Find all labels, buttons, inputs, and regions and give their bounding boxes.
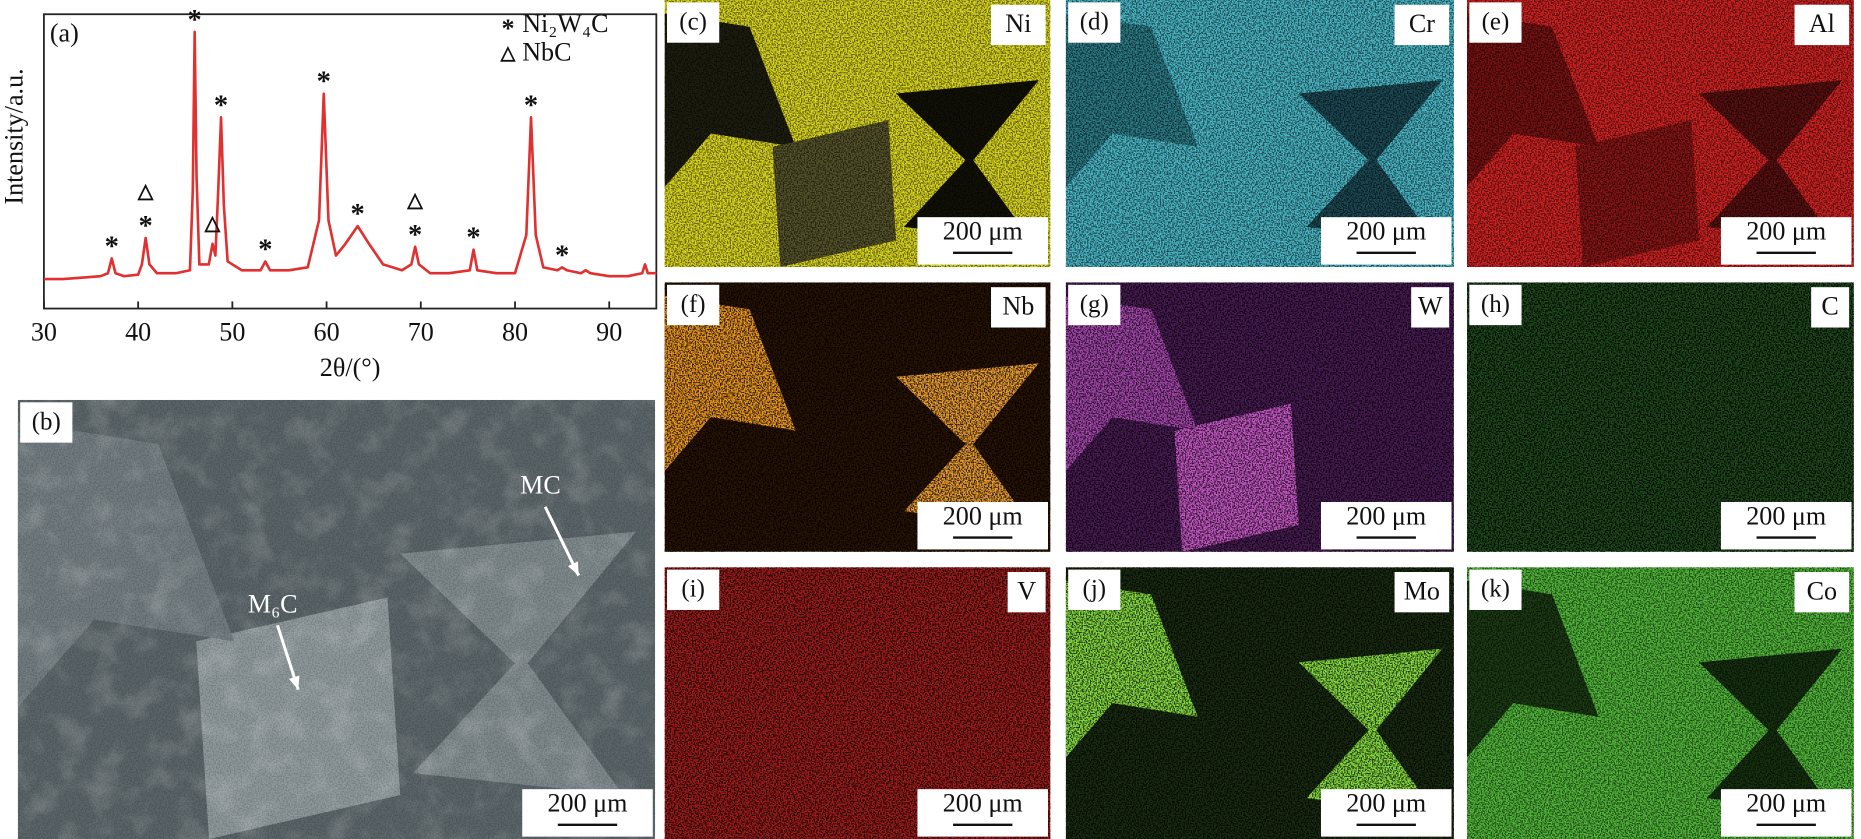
peak-marker-triangle: △ <box>137 180 154 202</box>
scale-label: 200 μm <box>1746 789 1826 818</box>
label-box <box>1469 284 1522 326</box>
element-box <box>1411 287 1450 328</box>
panel-label: (i) <box>681 576 705 603</box>
label-box <box>1469 2 1522 43</box>
scale-label: 200 μm <box>548 789 628 818</box>
element-label: W <box>1418 292 1443 321</box>
panel-label: (b) <box>32 408 61 435</box>
element-label: Ni <box>1005 9 1031 38</box>
label-box <box>667 2 720 43</box>
peak-marker-triangle: △ <box>204 212 221 234</box>
grain <box>17 399 656 839</box>
legend-symbol: * <box>501 14 514 43</box>
scale-label: 200 μm <box>1746 502 1826 531</box>
peak-marker-asterisk: * <box>524 90 538 121</box>
legend-label: NbC <box>522 38 571 67</box>
legend-label: Ni₂W₄C <box>522 9 608 38</box>
element-label: Al <box>1809 9 1835 38</box>
image-panel <box>1065 282 1454 552</box>
panel-label: (j) <box>1083 576 1107 603</box>
panel-label: (g) <box>1080 291 1109 318</box>
x-tick-label: 70 <box>408 318 434 347</box>
label-box <box>667 569 720 610</box>
x-tick-label: 50 <box>219 318 245 347</box>
phase-annotation: MC <box>520 471 561 500</box>
image-panel <box>1466 567 1854 839</box>
element-label: C <box>1821 292 1838 321</box>
scale-box <box>1720 501 1852 550</box>
x-tick-label: 30 <box>31 318 57 347</box>
panel-label: (f) <box>681 291 706 318</box>
peak-marker-asterisk: * <box>214 90 228 121</box>
element-label: V <box>1017 576 1036 605</box>
panel-label: (k) <box>1481 576 1510 603</box>
xrd-curve <box>43 30 657 281</box>
element-box <box>1811 287 1850 328</box>
y-axis-label: Intensity/a.u. <box>0 68 29 204</box>
peak-marker-asterisk: * <box>105 232 119 263</box>
peak-marker-asterisk: * <box>317 67 331 98</box>
element-box <box>1794 571 1850 613</box>
x-tick-label: 40 <box>125 318 151 347</box>
scale-box <box>917 501 1048 550</box>
scale-box <box>917 789 1048 837</box>
peak-marker-asterisk: * <box>408 220 422 251</box>
arrow-head <box>288 675 300 690</box>
panel-label: (a) <box>50 19 79 48</box>
scale-label: 200 μm <box>1746 217 1826 246</box>
x-tick-label: 80 <box>502 318 528 347</box>
peak-marker-asterisk: * <box>188 5 202 36</box>
scale-box <box>1320 217 1452 265</box>
legend-symbol: △ <box>500 43 517 64</box>
label-box <box>667 284 720 326</box>
scale-label: 200 μm <box>943 502 1023 531</box>
peak-marker-asterisk: * <box>258 234 272 265</box>
phase-annotation: M₆C <box>248 589 298 618</box>
peak-marker-asterisk: * <box>139 211 153 242</box>
image-panel <box>1065 567 1454 839</box>
scale-box <box>522 789 653 837</box>
scale-box <box>917 217 1048 265</box>
panel-label: (h) <box>1481 291 1510 318</box>
element-label: Mo <box>1404 576 1440 605</box>
element-box <box>1394 571 1450 613</box>
scale-label: 200 μm <box>1346 789 1426 818</box>
scale-label: 200 μm <box>943 789 1023 818</box>
label-box <box>1068 569 1121 610</box>
element-label: Cr <box>1409 9 1435 38</box>
scale-label: 200 μm <box>1346 502 1426 531</box>
label-box <box>1469 569 1522 610</box>
x-tick-label: 60 <box>314 318 340 347</box>
peak-marker-asterisk: * <box>351 199 365 230</box>
element-box <box>1394 4 1450 46</box>
x-axis-label: 2θ/(°) <box>320 353 381 382</box>
label-box <box>20 402 73 443</box>
peak-marker-asterisk: * <box>466 223 480 254</box>
image-panel <box>17 399 656 839</box>
x-tick-label: 90 <box>596 318 622 347</box>
element-label: Nb <box>1002 292 1034 321</box>
scale-box <box>1320 501 1452 550</box>
element-box <box>991 4 1046 46</box>
scale-label: 200 μm <box>1346 217 1426 246</box>
panel-label: (e) <box>1482 8 1510 35</box>
arrow-head <box>567 561 579 576</box>
scale-box <box>1320 789 1452 837</box>
element-box <box>1007 571 1046 613</box>
scale-label: 200 μm <box>943 217 1023 246</box>
element-label: Co <box>1807 576 1837 605</box>
plot-frame <box>43 13 658 310</box>
element-box <box>1794 4 1850 46</box>
scale-box <box>1720 217 1852 265</box>
panel-label: (d) <box>1080 8 1109 35</box>
peak-marker-triangle: △ <box>406 189 423 211</box>
panel-label: (c) <box>679 8 707 35</box>
element-box <box>991 287 1046 328</box>
label-box <box>1068 284 1121 326</box>
scale-box <box>1720 789 1852 837</box>
peak-marker-asterisk: * <box>555 240 569 271</box>
label-box <box>1068 2 1121 43</box>
